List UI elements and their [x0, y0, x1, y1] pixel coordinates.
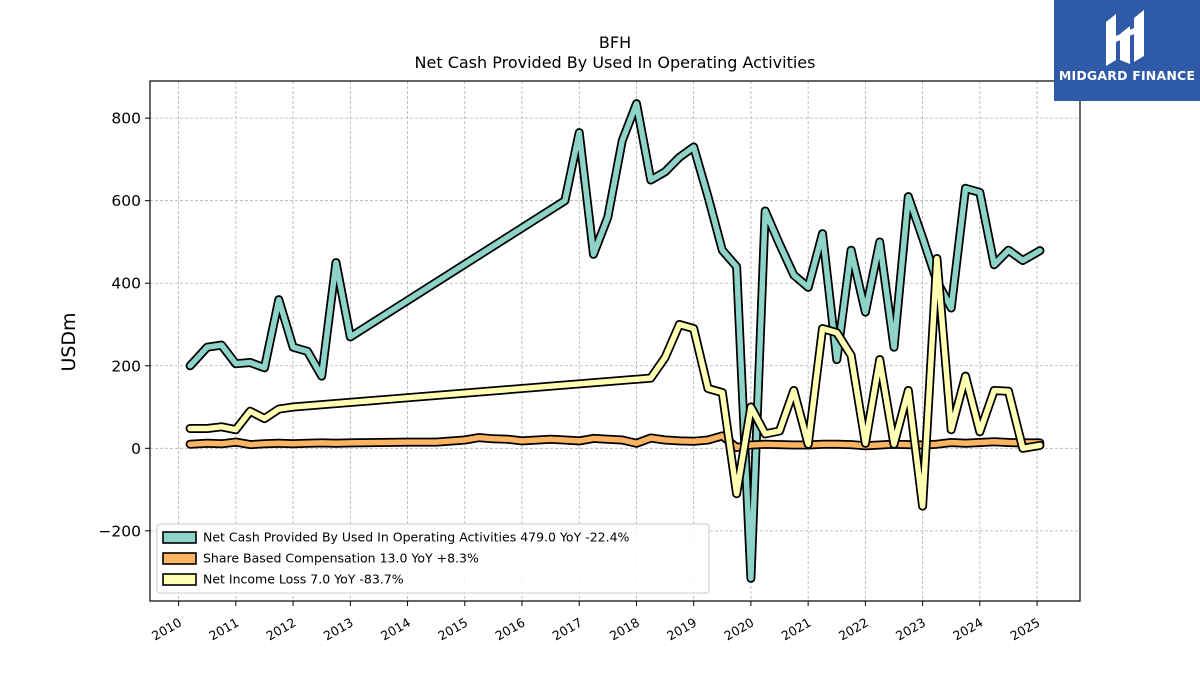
x-tick-label: 2014 — [378, 615, 413, 644]
series-group — [185, 99, 1045, 583]
x-tick-label: 2012 — [264, 615, 299, 644]
x-tick-label: 2025 — [1008, 615, 1043, 644]
plot-frame — [149, 80, 1081, 602]
x-tick-label: 2010 — [149, 615, 184, 644]
x-tick-label: 2018 — [607, 615, 642, 644]
y-tick-label: −200 — [98, 522, 141, 540]
series-line-1 — [187, 433, 1043, 451]
series-line-0 — [187, 100, 1043, 582]
chart-subtitle: Net Cash Provided By Used In Operating A… — [415, 53, 816, 72]
brand-logo: MIDGARD FINANCE — [1054, 0, 1200, 101]
y-tick-label: 800 — [111, 110, 141, 128]
x-tick-label: 2015 — [435, 615, 470, 644]
chart-title: BFH — [599, 33, 631, 52]
y-tick-label: 400 — [111, 275, 141, 293]
logo-text: MIDGARD FINANCE — [1058, 68, 1196, 83]
x-tick-label: 2017 — [550, 615, 585, 644]
legend-box — [156, 523, 710, 594]
legend-swatch — [162, 552, 197, 565]
x-tick-label: 2011 — [206, 615, 241, 644]
y-axis-label: USDm — [58, 312, 80, 371]
legend-entry: Net Income Loss 7.0 YoY -83.7% — [203, 572, 404, 587]
legend-swatch — [162, 573, 197, 586]
x-tick-label: 2013 — [321, 615, 356, 644]
x-tick-label: 2021 — [779, 615, 814, 644]
legend-swatch — [162, 531, 197, 544]
y-tick-label: 0 — [131, 440, 141, 458]
y-tick-label: 600 — [111, 192, 141, 210]
series-line-2 — [187, 255, 1043, 509]
y-tick-label: 200 — [111, 357, 141, 375]
x-tick-label: 2019 — [664, 615, 699, 644]
x-tick-label: 2016 — [492, 615, 527, 644]
x-tick-label: 2022 — [836, 615, 871, 644]
x-tick-label: 2020 — [721, 615, 756, 644]
legend-entry: Share Based Compensation 13.0 YoY +8.3% — [203, 551, 479, 566]
legend: Net Cash Provided By Used In Operating A… — [156, 523, 710, 594]
x-tick-label: 2024 — [950, 615, 985, 644]
legend-entry: Net Cash Provided By Used In Operating A… — [203, 530, 630, 545]
y-axis: −200 0 200 400 600 800 — [98, 110, 150, 540]
x-axis: 2010 2011 2012 2013 2014 2015 2016 2017 2018 2019… — [149, 601, 1043, 644]
logo-mark-icon — [1106, 10, 1144, 66]
x-tick-label: 2023 — [893, 615, 928, 644]
